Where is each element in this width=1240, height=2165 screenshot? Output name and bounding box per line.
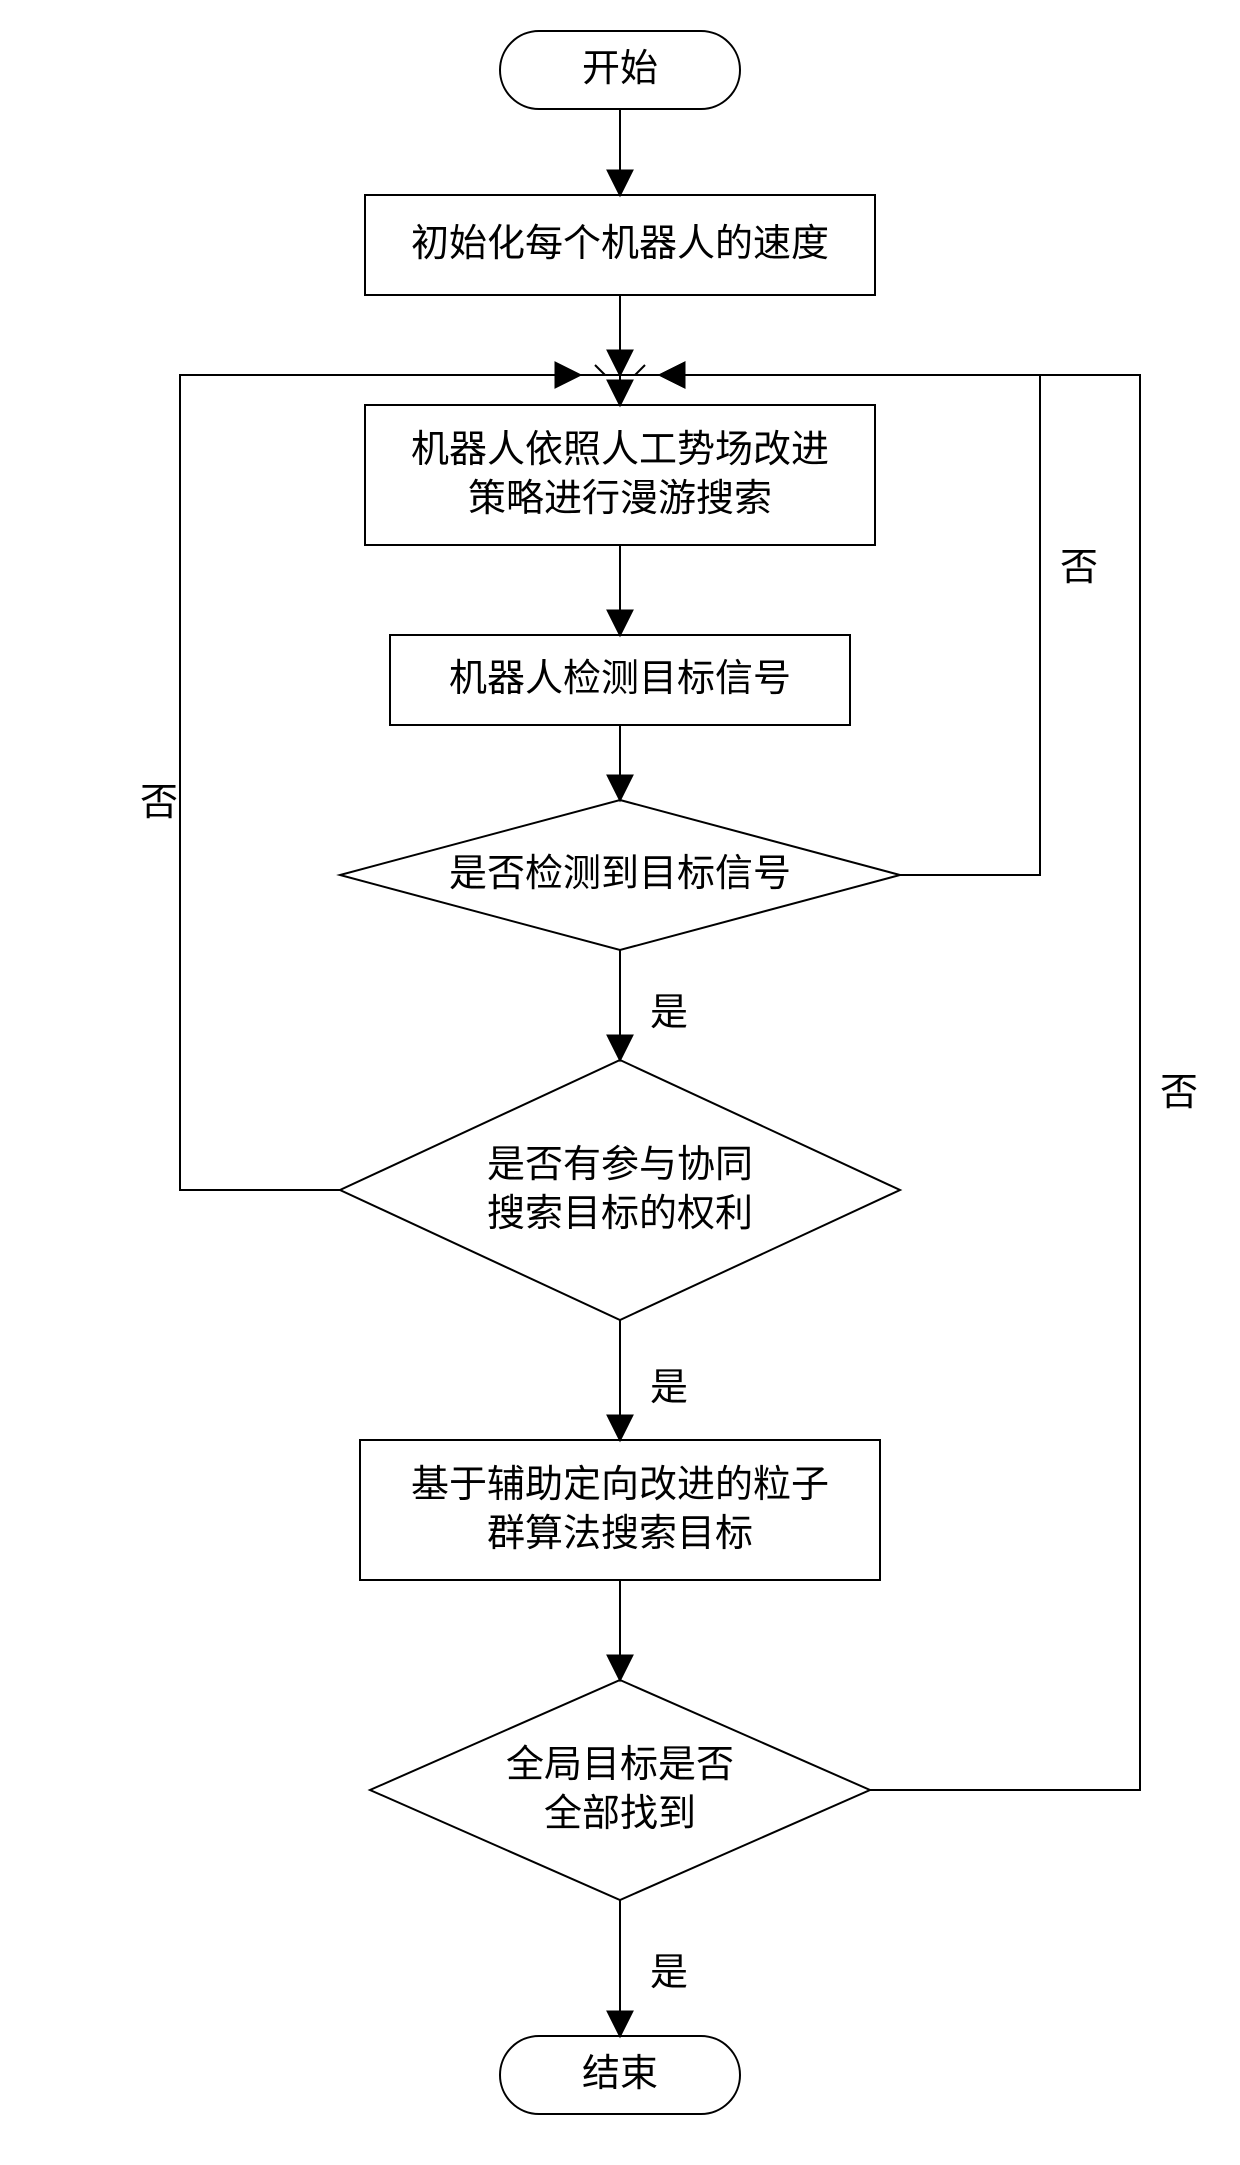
node-d2 xyxy=(340,1060,900,1320)
node-detect xyxy=(390,635,850,725)
node-start xyxy=(500,31,740,109)
node-end xyxy=(500,2036,740,2114)
flowchart-canvas xyxy=(0,0,1240,2165)
edge-d1-merge xyxy=(660,375,1040,875)
node-d3 xyxy=(370,1680,870,1900)
node-d1 xyxy=(340,800,900,950)
node-roam xyxy=(365,405,875,545)
edge-d3-merge xyxy=(660,375,1140,1790)
edge-d2-merge xyxy=(180,375,580,1190)
node-pso xyxy=(360,1440,880,1580)
node-init xyxy=(365,195,875,295)
